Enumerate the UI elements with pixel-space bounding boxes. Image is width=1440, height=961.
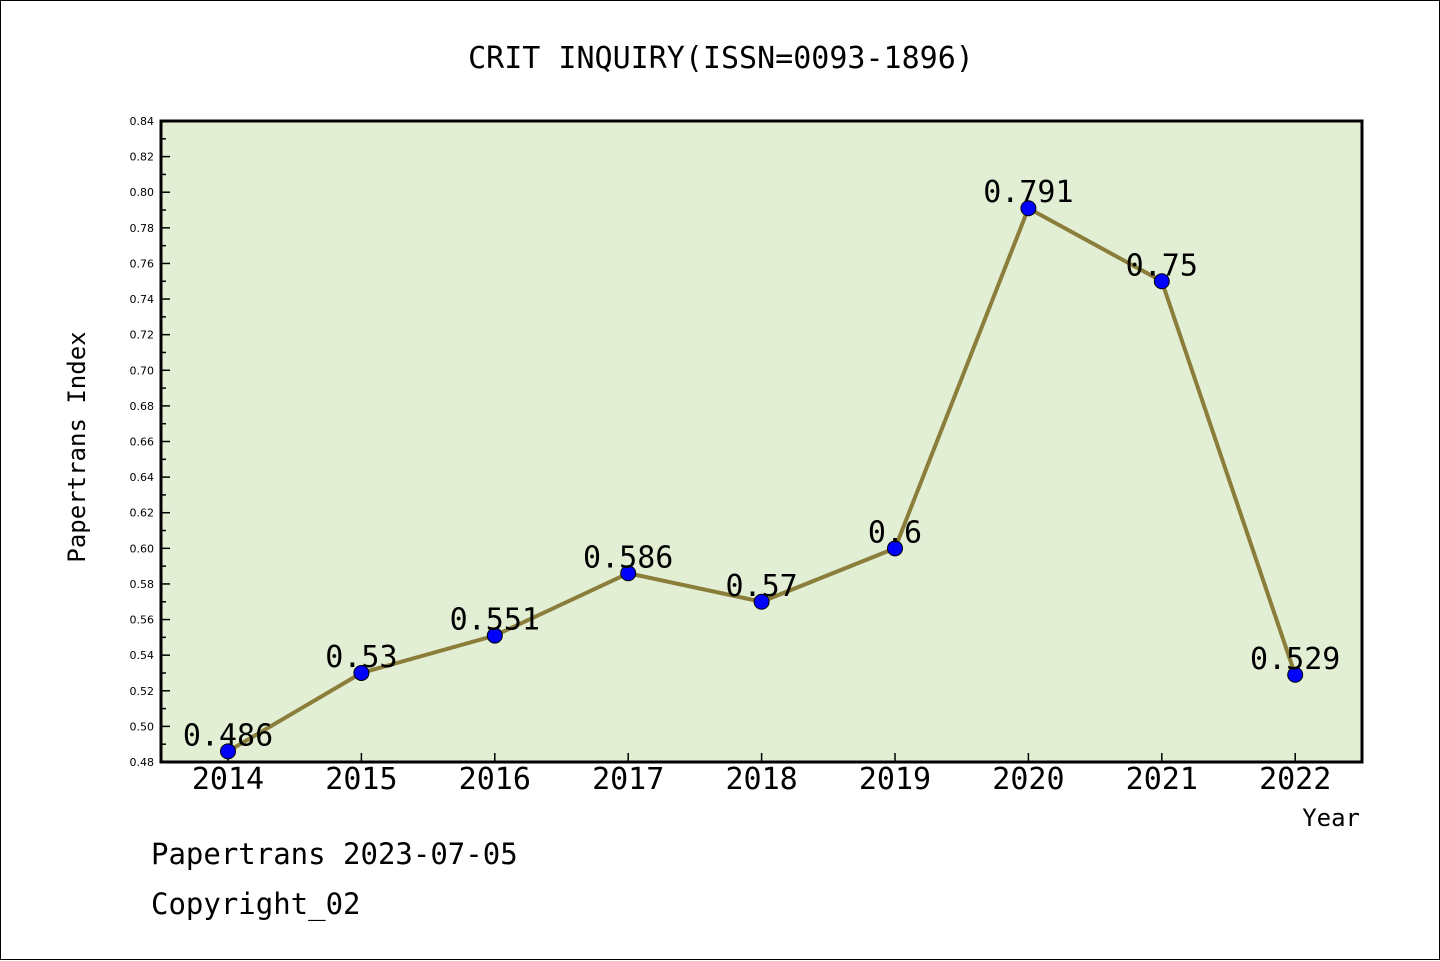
footer-copyright: Copyright_02 xyxy=(151,887,361,922)
data-point xyxy=(1287,666,1304,683)
data-label: 0.6 xyxy=(868,515,922,550)
y-tick-label: 0.74 xyxy=(130,293,155,306)
data-point xyxy=(887,540,903,557)
y-tick-label: 0.56 xyxy=(130,614,155,627)
x-tick-label: 2020 xyxy=(992,762,1064,797)
y-axis: 0.48 0.50 0.52 0.54 0.56 0.58 0.60 0.62 0.64 0.66… xyxy=(130,115,170,769)
data-point xyxy=(486,627,503,644)
x-tick-label: 2016 xyxy=(459,762,531,797)
data-point xyxy=(220,743,236,760)
data-point xyxy=(753,593,770,610)
data-point xyxy=(1020,200,1037,217)
x-tick-label: 2015 xyxy=(325,762,397,797)
series-group xyxy=(220,200,1304,760)
y-tick-label: 0.82 xyxy=(130,151,155,164)
y-tick-label: 0.66 xyxy=(130,436,155,449)
y-tick-label: 0.54 xyxy=(130,649,155,662)
chart-title: CRIT INQUIRY(ISSN=0093-1896) xyxy=(468,41,974,76)
data-label: 0.53 xyxy=(325,640,397,675)
data-point xyxy=(353,664,370,681)
x-tick-label: 2022 xyxy=(1259,762,1331,797)
data-label: 0.551 xyxy=(450,603,540,638)
y-tick-label: 0.58 xyxy=(130,578,155,591)
y-tick-label: 0.50 xyxy=(130,720,155,733)
y-tick-label: 0.48 xyxy=(130,756,155,769)
x-tick-label: 2021 xyxy=(1126,762,1198,797)
x-tick-label: 2014 xyxy=(192,762,264,797)
plot-area xyxy=(159,119,1364,764)
x-tick-label: 2018 xyxy=(725,762,797,797)
x-axis-label: Year xyxy=(1302,804,1360,832)
y-tick-label: 0.72 xyxy=(130,329,155,342)
y-tick-label: 0.62 xyxy=(130,507,155,520)
y-tick-label: 0.68 xyxy=(130,400,155,413)
y-tick-label: 0.60 xyxy=(130,542,155,555)
y-tick-label: 0.80 xyxy=(130,186,155,199)
x-tick-label: 2017 xyxy=(592,762,664,797)
data-labels: 0.486 0.53 0.551 0.586 0.57 0.6 0.791 0.75 0.529 xyxy=(183,175,1341,753)
y-tick-label: 0.76 xyxy=(130,257,155,270)
data-label: 0.57 xyxy=(725,569,797,604)
x-tick-label: 2019 xyxy=(859,762,931,797)
data-label: 0.486 xyxy=(183,718,273,753)
data-point xyxy=(1153,273,1170,290)
data-label: 0.791 xyxy=(983,175,1073,210)
data-label: 0.586 xyxy=(583,540,673,575)
data-label: 0.75 xyxy=(1126,248,1198,283)
y-tick-label: 0.78 xyxy=(130,222,155,235)
x-axis: 2014 2015 2016 2017 2018 2019 2020 2021 2022 xyxy=(192,753,1331,797)
y-tick-label: 0.84 xyxy=(130,115,155,128)
footer-date: Papertrans 2023-07-05 xyxy=(151,837,518,871)
data-label: 0.529 xyxy=(1250,642,1340,677)
data-point xyxy=(620,565,637,582)
y-tick-label: 0.70 xyxy=(130,364,155,377)
y-tick-label: 0.64 xyxy=(130,471,155,484)
y-tick-label: 0.52 xyxy=(130,685,155,698)
y-axis-label: Papertrans Index xyxy=(63,331,91,562)
